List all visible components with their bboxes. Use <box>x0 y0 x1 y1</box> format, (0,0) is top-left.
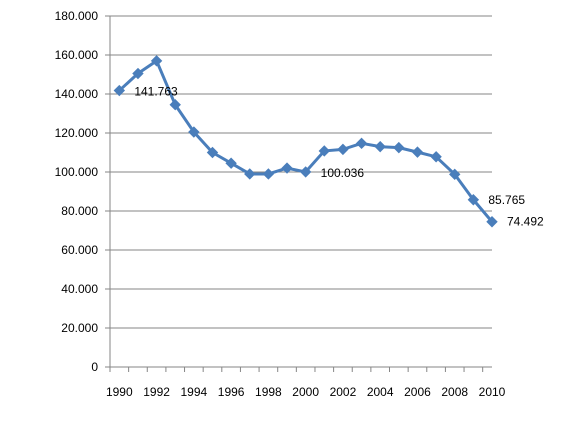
data-point-marker <box>318 145 330 157</box>
data-labels: 141.763 100.036 85.765 74.492 <box>134 85 544 229</box>
data-point-marker <box>486 216 498 228</box>
data-point-marker <box>337 143 349 156</box>
x-tick-label: 2010 <box>479 385 506 399</box>
data-point-marker <box>262 168 275 180</box>
data-point-marker <box>449 168 461 181</box>
data-point-marker <box>467 194 480 206</box>
data-point-marker <box>430 151 442 163</box>
x-tick-label: 2002 <box>330 385 357 399</box>
series-layer <box>113 55 498 228</box>
data-label: 74.492 <box>507 215 544 229</box>
data-point-marker <box>169 99 181 111</box>
data-point-marker <box>188 126 200 138</box>
y-tick-label: 40.000 <box>61 282 98 296</box>
y-tick-label: 20.000 <box>61 321 98 335</box>
y-axis-tick-labels: 0 20.000 40.000 60.000 80.000 100.000 120.000 1… <box>55 9 99 374</box>
data-label: 85.765 <box>488 193 525 207</box>
x-tick-label: 1992 <box>143 385 170 399</box>
x-tick-label: 2004 <box>367 385 394 399</box>
x-tick-label: 2000 <box>292 385 319 399</box>
y-tick-label: 180.000 <box>55 9 99 23</box>
x-tick-label: 2008 <box>441 385 468 399</box>
data-label: 141.763 <box>134 85 178 99</box>
data-point-marker <box>411 146 424 158</box>
data-point-marker <box>113 84 126 97</box>
data-label: 100.036 <box>321 166 365 180</box>
x-tick-label: 1990 <box>106 385 133 399</box>
y-tick-label: 120.000 <box>55 126 99 140</box>
data-point-marker <box>244 168 256 180</box>
x-axis-tick-labels: 1990 1992 1994 1996 1998 2000 2002 2004 2006 2008… <box>106 385 506 399</box>
x-tick-label: 1998 <box>255 385 282 399</box>
y-tick-label: 140.000 <box>55 87 99 101</box>
y-tick-label: 160.000 <box>55 48 99 62</box>
data-point-marker <box>281 162 293 174</box>
x-tick-label: 1994 <box>181 385 208 399</box>
y-tick-label: 100.000 <box>55 165 99 179</box>
data-point-marker <box>150 55 163 67</box>
data-point-marker <box>299 166 312 178</box>
x-tick-label: 1996 <box>218 385 245 399</box>
data-point-marker <box>206 146 219 159</box>
y-tick-label: 0 <box>91 360 98 374</box>
data-point-marker <box>374 140 386 153</box>
data-point-marker <box>393 141 405 154</box>
x-tick-label: 2006 <box>404 385 431 399</box>
data-point-marker <box>355 137 368 150</box>
y-tick-label: 80.000 <box>61 204 98 218</box>
axes <box>105 15 492 372</box>
data-point-marker <box>132 67 144 80</box>
y-tick-label: 60.000 <box>61 243 98 257</box>
data-point-marker <box>225 157 237 169</box>
